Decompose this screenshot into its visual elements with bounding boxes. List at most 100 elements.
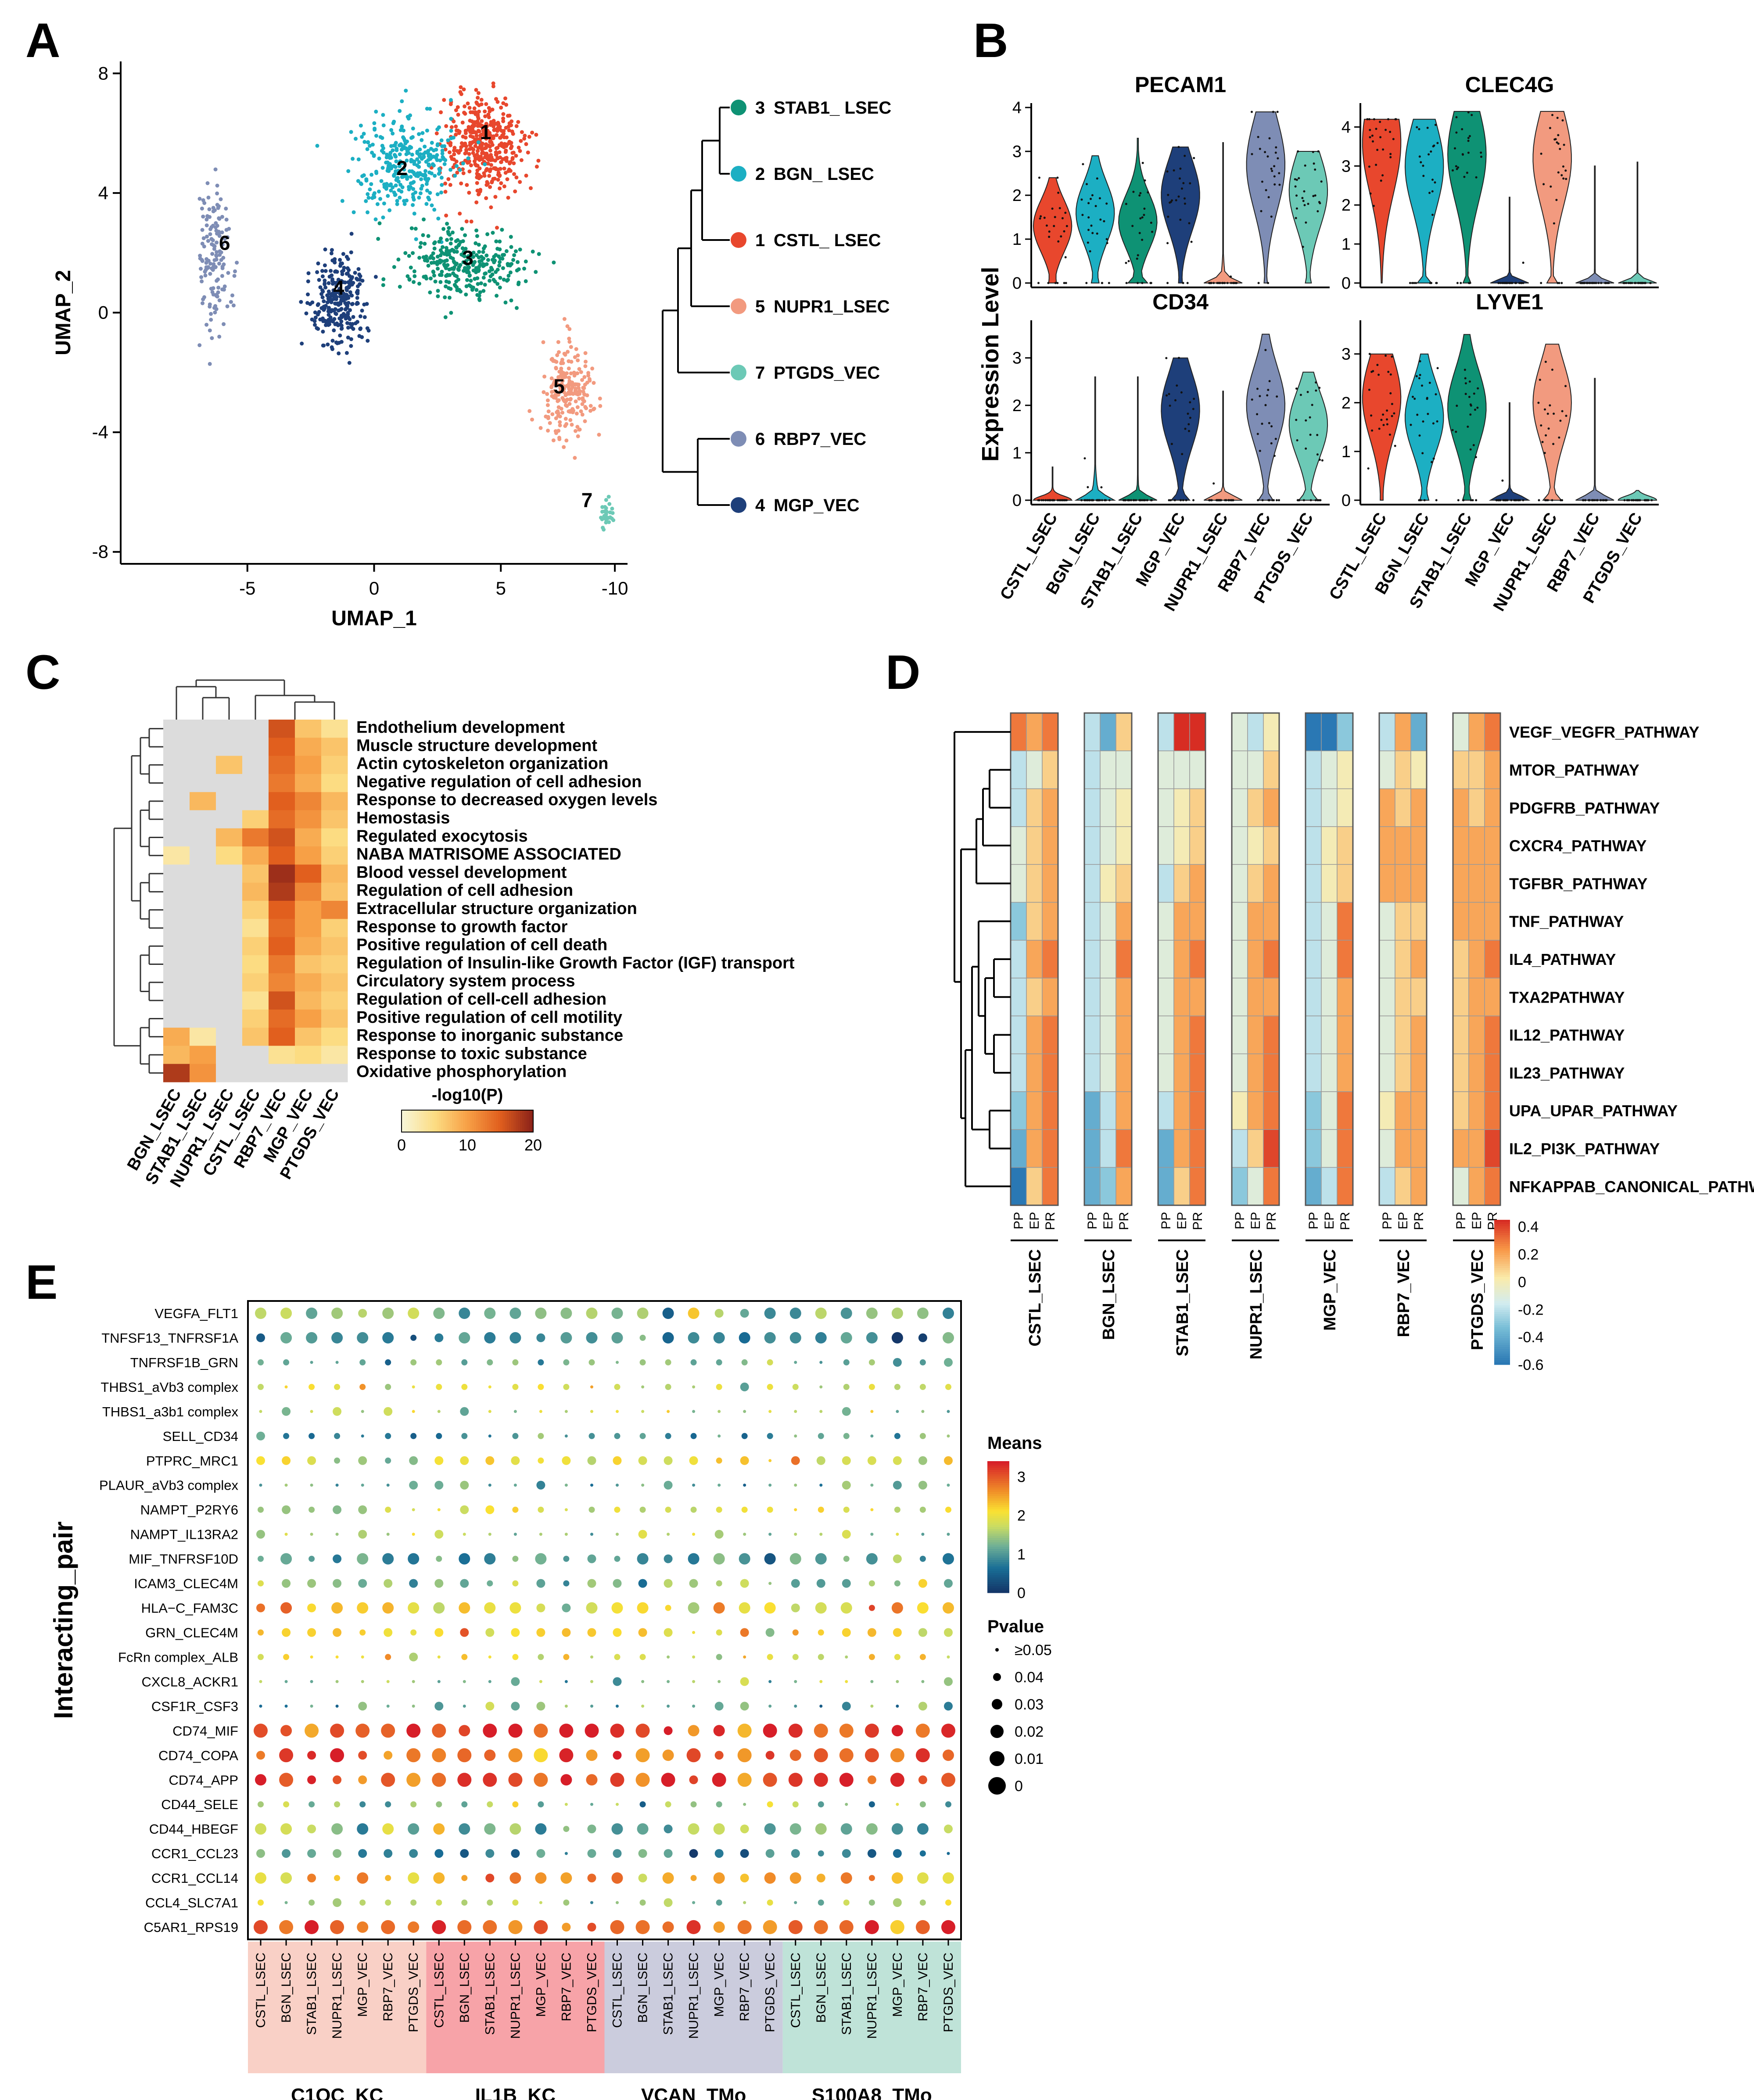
umap-point	[557, 437, 562, 441]
umap-point	[470, 125, 475, 129]
umap-point	[208, 232, 212, 237]
dotplot-dot	[511, 1849, 520, 1858]
dotplot-dot	[789, 1308, 801, 1319]
dotplot-dot	[412, 1533, 415, 1536]
umap-point	[546, 415, 550, 419]
umap-point	[333, 295, 337, 300]
dotplot-dot	[539, 1680, 542, 1683]
dotplot-dot	[259, 1410, 262, 1413]
pathway-group-label: MGP_VEC	[1321, 1249, 1339, 1331]
pathway-label: PDGFRB_PATHWAY	[1509, 799, 1660, 817]
umap-point	[527, 409, 532, 413]
umap-point	[436, 289, 440, 293]
dotplot-dot	[816, 1874, 825, 1883]
violin-point	[1189, 182, 1191, 185]
umap-point	[335, 269, 339, 274]
pathway-heat-cell	[1410, 940, 1427, 978]
umap-point	[360, 279, 365, 283]
umap-point	[351, 157, 355, 161]
dotplot-dot	[613, 1456, 622, 1465]
violin-gene-title: CLEC4G	[1465, 72, 1554, 97]
pathway-heat-cell	[1026, 750, 1043, 789]
violin-point	[1434, 124, 1437, 126]
violin-point	[1264, 349, 1267, 351]
dotplot-dot	[460, 1628, 469, 1637]
dotplot-dot	[741, 1506, 748, 1513]
umap-point	[353, 271, 357, 275]
umap-point	[483, 146, 487, 151]
umap-point	[498, 239, 502, 244]
umap-point	[222, 262, 226, 266]
go-legend-swatch	[494, 1110, 496, 1132]
means-legend-swatch	[987, 1558, 1009, 1560]
umap-point	[375, 202, 380, 206]
umap-point	[349, 344, 353, 348]
violin-point	[1304, 164, 1306, 167]
means-legend-swatch	[987, 1505, 1009, 1508]
umap-point	[502, 145, 506, 149]
dotplot-dot	[737, 1748, 752, 1763]
umap-point	[358, 314, 362, 319]
pathway-heat-cell	[1395, 750, 1411, 789]
umap-point	[320, 269, 324, 273]
means-legend-swatch	[987, 1501, 1009, 1503]
dendrogram-leaf-name: STAB1_ LSEC	[774, 98, 891, 118]
go-heat-cell	[321, 937, 348, 956]
umap-point	[306, 271, 311, 276]
umap-point	[451, 136, 456, 140]
pathway-heat-cell	[1337, 1015, 1353, 1054]
dotplot-dot	[713, 1872, 725, 1884]
umap-point	[200, 279, 204, 283]
violin-y-tick-label: 3	[1012, 143, 1022, 161]
dotplot-dot	[815, 1823, 827, 1835]
pathway-heat-cell	[1453, 713, 1469, 752]
umap-point	[201, 198, 205, 202]
violin-point	[1517, 499, 1519, 502]
pathway-heat-cell	[1453, 1091, 1469, 1130]
violin-y-tick-label: 0	[1012, 491, 1022, 510]
dotplot-dot	[460, 1407, 469, 1416]
umap-point	[372, 154, 376, 158]
violin-point	[1306, 391, 1309, 393]
dotplot-dot	[412, 1704, 415, 1708]
violin-point	[1368, 165, 1370, 168]
cluster-label: 5	[553, 375, 565, 398]
pathway-heat-cell	[1484, 978, 1501, 1017]
dotplot-dot	[891, 1308, 903, 1319]
umap-point	[451, 165, 456, 169]
dotplot-dot	[662, 1308, 674, 1319]
umap-point	[534, 270, 538, 274]
umap-point	[580, 412, 585, 417]
dotplot-dot	[306, 1308, 318, 1319]
violin-point	[1165, 357, 1168, 359]
violin-point	[1150, 499, 1152, 502]
dotplot-dot	[461, 1654, 468, 1660]
umap-point	[549, 376, 554, 380]
violin-point	[1564, 385, 1567, 387]
go-heat-cell	[321, 810, 348, 829]
dotplot-dot	[917, 1308, 929, 1319]
dotplot-dot	[611, 1602, 623, 1614]
pathway-heat-cell	[1158, 713, 1174, 752]
violin-point	[1043, 216, 1046, 219]
umap-point	[414, 172, 419, 176]
umap-point	[567, 376, 571, 380]
pathway-heat-cell	[1010, 902, 1027, 941]
violin-point	[1080, 499, 1083, 502]
umap-point	[205, 181, 210, 185]
go-heat-cell	[321, 882, 348, 901]
violin-y-tick-label: 4	[1012, 99, 1022, 117]
pathway-legend-tick: -0.6	[1518, 1357, 1544, 1373]
dotplot-dot	[258, 1654, 264, 1660]
umap-point	[503, 171, 508, 175]
dotplot-dot	[638, 1579, 647, 1588]
dotplot-dot	[638, 1874, 647, 1883]
dotplot-dot	[743, 1533, 746, 1536]
violin-point	[1538, 499, 1540, 502]
pathway-heat-cell	[1247, 978, 1264, 1017]
dotplot-dot	[819, 1680, 823, 1683]
means-legend-swatch	[987, 1461, 1009, 1464]
dotplot-dot	[434, 1849, 444, 1858]
go-heat-cell	[269, 1046, 295, 1064]
pathway-heat-cell	[1231, 1167, 1248, 1206]
